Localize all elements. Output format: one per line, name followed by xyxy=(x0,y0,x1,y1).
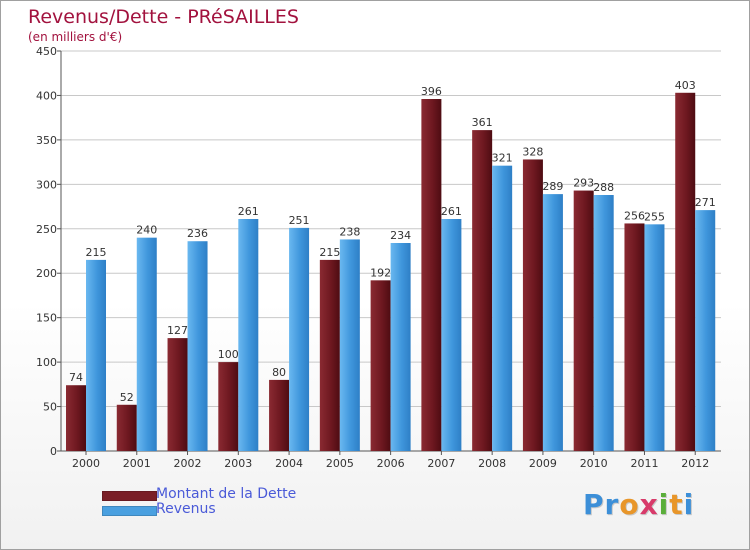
bar-revenus-2012 xyxy=(695,210,716,451)
y-tick-label: 400 xyxy=(36,89,57,102)
legend-label-revenus: Revenus xyxy=(156,501,216,517)
bar-dette-2012 xyxy=(675,92,696,452)
bar-revenus-2004 xyxy=(289,227,310,451)
bar-revenus-2007 xyxy=(441,219,462,451)
legend-label-dette: Montant de la Dette xyxy=(156,486,297,502)
y-tick-label: 150 xyxy=(36,312,57,325)
x-tick-label-2003: 2003 xyxy=(224,457,252,470)
y-tick-label: 450 xyxy=(36,45,57,58)
chart-title: Revenus/Dette - PRéSAILLES xyxy=(28,6,299,28)
y-tick-label: 300 xyxy=(36,178,57,191)
proxiti-logo: Proxiti xyxy=(583,488,694,521)
y-tick-label: 350 xyxy=(36,134,57,147)
bar-revenus-2011 xyxy=(644,224,665,451)
bar-revenus-2000 xyxy=(86,259,106,451)
data-label-dette-2010: 293 xyxy=(573,177,594,190)
x-tick-label-2011: 2011 xyxy=(630,457,658,470)
bar-dette-2007 xyxy=(421,99,442,451)
chart-subtitle: (en milliers d'€) xyxy=(28,30,123,44)
bar-revenus-2002 xyxy=(187,241,208,451)
data-label-revenus-2008: 321 xyxy=(492,152,513,165)
bar-revenus-2005 xyxy=(339,239,360,451)
legend-swatch-revenus xyxy=(102,506,157,516)
tick-labels: 0 50 100 150 200 250 300 350 400 450 2000 2001 2002 2… xyxy=(36,45,709,470)
data-label-revenus-2005: 238 xyxy=(339,225,360,238)
bar-revenus-2003 xyxy=(238,219,259,451)
data-label-dette-2009: 328 xyxy=(522,145,543,158)
x-tick-label-2002: 2002 xyxy=(174,457,202,470)
data-label-dette-2007: 396 xyxy=(421,85,442,98)
data-label-dette-2000: 74 xyxy=(69,371,83,384)
x-tick-label-2001: 2001 xyxy=(123,457,151,470)
logo-letter: P xyxy=(583,488,605,521)
x-tick-label-2006: 2006 xyxy=(377,457,405,470)
data-label-revenus-2011: 255 xyxy=(644,210,665,223)
x-tick-label-2010: 2010 xyxy=(580,457,608,470)
data-label-revenus-2007: 261 xyxy=(441,205,462,218)
bar-dette-2001 xyxy=(116,404,137,451)
bar-revenus-2006 xyxy=(390,243,411,451)
y-tick-label: 250 xyxy=(36,223,57,236)
bar-dette-2002 xyxy=(167,338,188,451)
x-tick-label-2008: 2008 xyxy=(478,457,506,470)
data-label-revenus-2002: 236 xyxy=(187,227,208,240)
legend-swatch-dette xyxy=(102,491,157,501)
x-tick-label-2000: 2000 xyxy=(72,457,100,470)
bars xyxy=(66,92,716,452)
data-label-dette-2005: 215 xyxy=(319,246,340,259)
data-label-dette-2002: 127 xyxy=(167,324,188,337)
logo-letter: i xyxy=(683,488,695,521)
logo-letter: r xyxy=(604,488,620,521)
bar-revenus-2008 xyxy=(492,165,513,451)
data-label-revenus-2006: 234 xyxy=(390,229,411,242)
logo-letter: t xyxy=(669,488,684,521)
bar-dette-2004 xyxy=(269,379,290,451)
bar-revenus-2010 xyxy=(593,195,614,451)
bar-revenus-2001 xyxy=(136,237,157,451)
logo-letter: x xyxy=(639,488,659,521)
y-tick-label: 0 xyxy=(50,445,57,458)
data-label-dette-2001: 52 xyxy=(120,391,134,404)
y-tick-label: 100 xyxy=(36,356,57,369)
bar-dette-2008 xyxy=(472,130,493,451)
data-label-revenus-2001: 240 xyxy=(136,224,157,237)
bar-dette-2005 xyxy=(319,259,340,451)
x-tick-label-2004: 2004 xyxy=(275,457,303,470)
data-label-revenus-2010: 288 xyxy=(593,181,614,194)
bar-dette-2006 xyxy=(370,280,391,451)
data-label-dette-2012: 403 xyxy=(675,79,696,92)
bar-dette-2010 xyxy=(573,190,594,452)
data-label-revenus-2009: 289 xyxy=(542,180,563,193)
x-tick-label-2009: 2009 xyxy=(529,457,557,470)
bar-dette-2011 xyxy=(624,223,645,451)
data-label-revenus-2012: 271 xyxy=(695,196,716,209)
data-label-dette-2008: 361 xyxy=(472,116,493,129)
data-label-dette-2003: 100 xyxy=(218,348,239,361)
x-tick-label-2007: 2007 xyxy=(427,457,455,470)
x-tick-label-2012: 2012 xyxy=(681,457,709,470)
data-label-dette-2011: 256 xyxy=(624,209,645,222)
bar-dette-2000 xyxy=(66,385,86,451)
data-labels: 74 215 52 240 127 236 100 261 80 251 215 238 192 234 3… xyxy=(69,79,716,404)
logo-letter: o xyxy=(619,488,640,521)
y-tick-label: 50 xyxy=(43,401,57,414)
x-tick-label-2005: 2005 xyxy=(326,457,354,470)
bar-dette-2009 xyxy=(522,159,543,451)
data-label-dette-2006: 192 xyxy=(370,266,391,279)
data-label-revenus-2004: 251 xyxy=(289,214,310,227)
data-label-dette-2004: 80 xyxy=(272,366,286,379)
data-label-revenus-2003: 261 xyxy=(238,205,259,218)
data-label-revenus-2000: 215 xyxy=(86,246,107,259)
bar-revenus-2009 xyxy=(542,194,563,451)
y-tick-label: 200 xyxy=(36,267,57,280)
bar-dette-2003 xyxy=(218,362,239,451)
logo-letter: i xyxy=(658,488,670,521)
